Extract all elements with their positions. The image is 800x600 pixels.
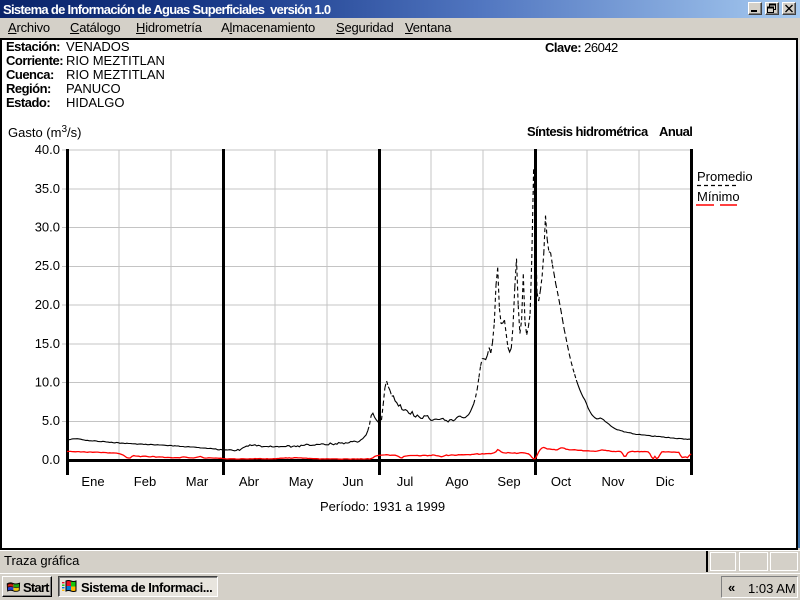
svg-text:Dic: Dic bbox=[656, 474, 675, 489]
svg-text:35.0: 35.0 bbox=[35, 181, 60, 196]
svg-text:Síntesis hidrométrica: Síntesis hidrométrica bbox=[527, 124, 649, 139]
svg-text:0.0: 0.0 bbox=[42, 452, 60, 467]
svg-text:May: May bbox=[289, 474, 314, 489]
svg-text:Abr: Abr bbox=[239, 474, 260, 489]
svg-text:Mínimo: Mínimo bbox=[697, 189, 740, 204]
svg-text:30.0: 30.0 bbox=[35, 220, 60, 235]
svg-text:Promedio: Promedio bbox=[697, 169, 753, 184]
svg-text:40.0: 40.0 bbox=[35, 142, 60, 157]
svg-text:20.0: 20.0 bbox=[35, 297, 60, 312]
svg-text:Período: 1931 a 1999: Período: 1931 a 1999 bbox=[320, 499, 445, 514]
svg-text:10.0: 10.0 bbox=[35, 375, 60, 390]
svg-text:Ene: Ene bbox=[81, 474, 104, 489]
svg-text:Jun: Jun bbox=[343, 474, 364, 489]
svg-text:25.0: 25.0 bbox=[35, 258, 60, 273]
svg-text:15.0: 15.0 bbox=[35, 336, 60, 351]
svg-text:5.0: 5.0 bbox=[42, 413, 60, 428]
svg-text:Jul: Jul bbox=[397, 474, 414, 489]
svg-text:Oct: Oct bbox=[551, 474, 572, 489]
svg-text:Mar: Mar bbox=[186, 474, 209, 489]
svg-text:Nov: Nov bbox=[601, 474, 625, 489]
svg-text:Ago: Ago bbox=[445, 474, 468, 489]
svg-text:Gasto (m3/s): Gasto (m3/s) bbox=[8, 124, 81, 140]
svg-text:Sep: Sep bbox=[497, 474, 520, 489]
svg-text:Anual: Anual bbox=[659, 124, 692, 139]
svg-text:Feb: Feb bbox=[134, 474, 156, 489]
